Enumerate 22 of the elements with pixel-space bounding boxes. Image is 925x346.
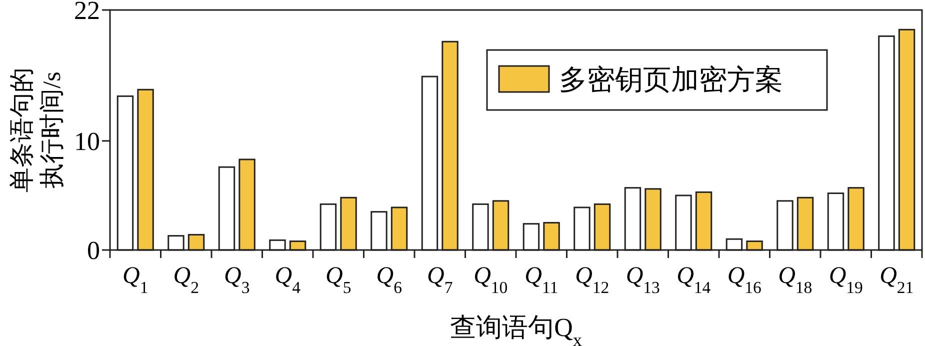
legend-label: 多密钥页加密方案 xyxy=(559,64,783,96)
y-axis-title: 单条语句的执行时间/s xyxy=(8,66,67,194)
x-axis-title: 查询语句Q$_{x}$ xyxy=(450,313,582,346)
y-tick-label: 10 xyxy=(74,126,100,156)
x-tick-label: Q$_{19}$ xyxy=(828,263,863,296)
y-tick-label: 22 xyxy=(74,0,100,25)
x-tick-label: Q$_{11}$ xyxy=(524,263,558,296)
x-tick-label: Q$_{2}$ xyxy=(173,263,199,296)
x-tick-label: Q$_{5}$ xyxy=(326,263,352,296)
x-tick-label: Q$_{14}$ xyxy=(676,263,712,296)
x-tick-label: Q$_{1}$ xyxy=(122,263,148,296)
x-tick-label: Q$_{12}$ xyxy=(575,263,610,296)
x-tick-label: Q$_{18}$ xyxy=(778,263,812,296)
x-tick-label: Q$_{4}$ xyxy=(274,263,302,296)
x-tick-label: Q$_{10}$ xyxy=(474,263,508,296)
x-tick-label: Q$_{3}$ xyxy=(224,263,250,296)
y-tick-label: 0 xyxy=(87,236,100,265)
x-tick-label: Q$_{21}$ xyxy=(880,263,914,296)
x-tick-label: Q$_{7}$ xyxy=(427,263,453,296)
x-tick-label: Q$_{16}$ xyxy=(727,263,762,296)
x-tick-label: Q$_{13}$ xyxy=(626,263,660,296)
x-tick-label: Q$_{6}$ xyxy=(376,263,402,296)
